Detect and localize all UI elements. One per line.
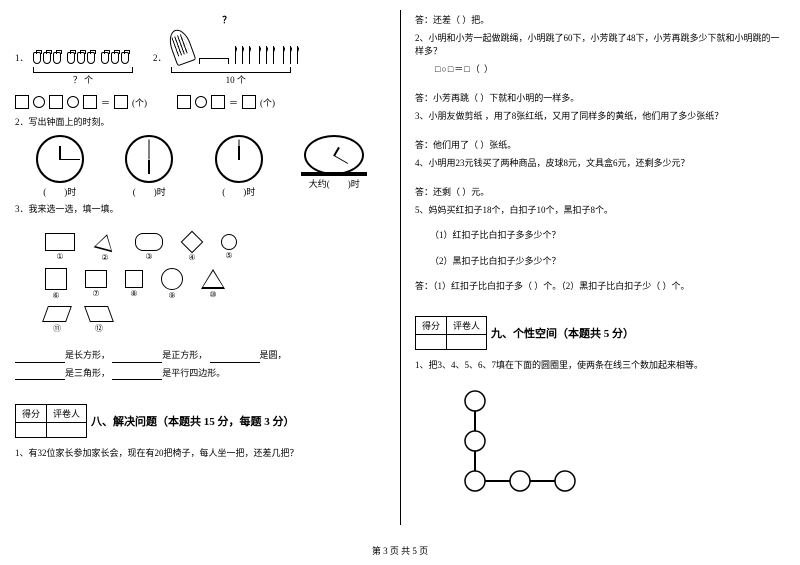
shape-2: ②	[93, 232, 117, 262]
feather-group-1	[233, 46, 253, 64]
q-mark-2: ？	[153, 13, 301, 26]
clocks-title: 2．写出钟面上的时刻。	[15, 116, 385, 130]
score-table-8: 得分评卷人	[15, 404, 87, 438]
shapes-title: 3．我来选一选，填一填。	[15, 203, 385, 217]
clocks-row: ( )时 ( )时 ( )时 大约( )时	[15, 135, 385, 198]
answer-4: 答：还剩（ ）元。	[415, 186, 785, 200]
pictorial-problems-row: 1． ？ 个 ？ 2．	[15, 13, 385, 86]
q2: 2、小明和小芳一起做跳绳，小明跳了60下，小芳跳了48下，小芳再跳多少下就和小明…	[415, 32, 785, 59]
eq-sign: ＝	[101, 96, 110, 109]
clock-4: 大约( )时	[304, 135, 364, 198]
ten-label: 10 个	[171, 73, 301, 86]
shape-7: ⑦	[85, 270, 107, 298]
q5-2: （2）黑扣子比白扣子少多少个？	[415, 255, 785, 269]
q9-1: 1、把3、4、5、6、7填在下面的圆圈里，使两条在线三个数加起来相等。	[415, 359, 785, 373]
answer-5: 答：（1）红扣子比白扣子多（ ）个。（2）黑扣子比白扣子少（ ）个。	[415, 280, 785, 294]
q-label-1: ？ 个	[33, 73, 133, 86]
section9-title: 九、个性空间（本题共 5 分）	[491, 325, 634, 341]
feather-group-2	[257, 46, 277, 64]
cups-group-1	[33, 52, 61, 64]
cups-group-2	[67, 52, 95, 64]
problem-1: 1． ？ 个	[15, 48, 133, 86]
right-column: 答：还差（ ）把。 2、小明和小芳一起做跳绳，小明跳了60下，小芳跳了48下，小…	[400, 0, 800, 565]
shape-3: ③	[135, 233, 163, 261]
fill-blanks-2: 是三角形， 是平行四边形。	[15, 367, 385, 381]
number-puzzle-graph	[445, 386, 595, 506]
eq-sign-2: ＝	[229, 96, 238, 109]
answer-2: 答：小芳再跳（ ）下就和小明的一样多。	[415, 92, 785, 106]
shape-12: ⑫	[87, 306, 111, 334]
q3: 3、小朋友做剪纸 ，用了8张红纸，又用了同样多的黄纸，他们用了多少张纸？	[415, 110, 785, 124]
shuttlecock-icon	[165, 27, 196, 67]
shape-4: ④	[181, 231, 203, 262]
section8-header: 得分评卷人 八、解决问题（本题共 15 分，每题 3 分）	[15, 399, 385, 443]
shape-10: ⑩	[201, 269, 225, 299]
eq-suffix-2: (个)	[260, 96, 275, 109]
shape-6: ⑥	[45, 268, 67, 300]
shape-5: ⑤	[221, 234, 237, 260]
shape-1: ①	[45, 233, 75, 261]
shape-11: ⑪	[45, 306, 69, 334]
feather-group-3	[281, 46, 301, 64]
answer-1: 答：还差（ ）把。	[415, 14, 785, 28]
equations-row: ＝ (个) ＝ (个)	[15, 92, 385, 112]
score-table-9: 得分评卷人	[415, 316, 487, 350]
left-column: 1． ？ 个 ？ 2．	[0, 0, 400, 565]
clock-1: ( )时	[36, 135, 84, 198]
equation-2: ＝ (个)	[177, 95, 275, 109]
page-footer: 第 3 页 共 5 页	[0, 544, 800, 557]
q8-1: 1、有32位家长参加家长会，现在有20把椅子，每人坐一把，还差几把？	[15, 447, 385, 461]
item1-number: 1．	[15, 51, 29, 64]
fill-blanks-1: 是长方形， 是正方形， 是圆，	[15, 349, 385, 363]
q5-1: （1）红扣子比白扣子多多少个？	[415, 229, 785, 243]
problem-2: ？ 2． 10 个	[153, 13, 301, 86]
cups-group-3	[101, 52, 129, 64]
clock-3: ( )时	[215, 135, 263, 198]
q5: 5、妈妈买红扣子18个，白扣子10个，黑扣子8个。	[415, 204, 785, 218]
item2-number: 2．	[153, 51, 167, 64]
q4: 4、小明用23元钱买了两种商品，皮球8元，文具盒6元，还剩多少元？	[415, 157, 785, 171]
equation-1: ＝ (个)	[15, 95, 147, 109]
section8-title: 八、解决问题（本题共 15 分，每题 3 分）	[91, 413, 295, 429]
shapes-area: ① ② ③ ④ ⑤ ⑥ ⑦ ⑧ ⑨ ⑩ ⑪ ⑫	[15, 220, 385, 345]
section9-header: 得分评卷人 九、个性空间（本题共 5 分）	[415, 311, 785, 355]
shape-8: ⑧	[125, 270, 143, 298]
eq2: □○□＝□（ ）	[415, 63, 785, 77]
eq-suffix-1: (个)	[132, 96, 147, 109]
answer-3: 答：他们用了（ ）张纸。	[415, 139, 785, 153]
shape-9: ⑨	[161, 268, 183, 300]
clock-2: ( )时	[125, 135, 173, 198]
